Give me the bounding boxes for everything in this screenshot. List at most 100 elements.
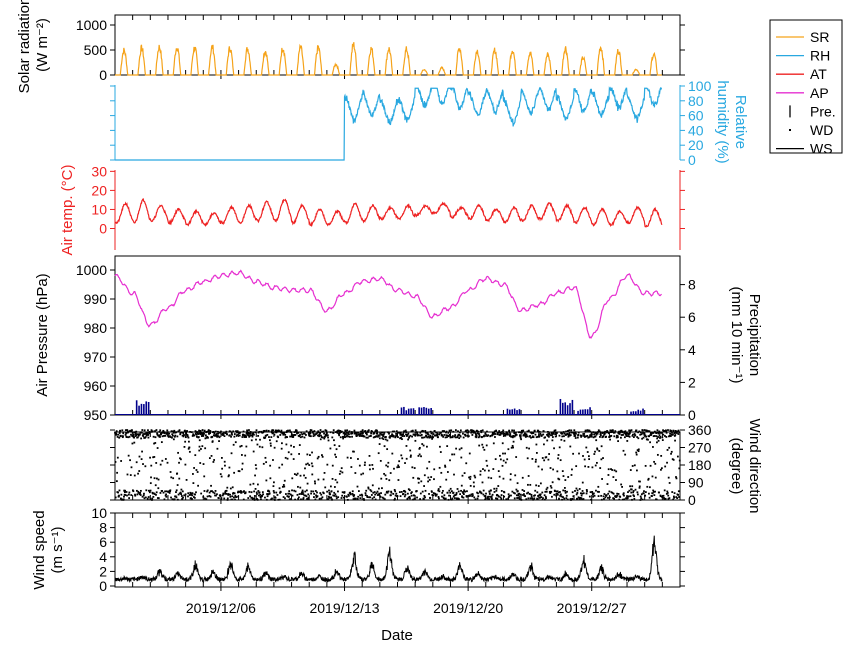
wd-point <box>558 497 560 500</box>
wd-point <box>183 446 186 448</box>
wd-point <box>673 432 676 434</box>
wd-point <box>666 461 668 464</box>
wd-point <box>307 496 310 499</box>
wd-point <box>667 429 669 431</box>
wd-point <box>226 499 229 501</box>
wd-point <box>591 492 594 495</box>
wd-point <box>271 497 273 500</box>
wd-point <box>436 432 439 435</box>
wd-point <box>146 497 149 500</box>
wd-point <box>612 429 614 432</box>
wd-point <box>116 456 119 459</box>
wd-point <box>337 490 339 493</box>
wd-point <box>120 493 123 496</box>
wd-point <box>329 431 332 434</box>
wd-point <box>381 437 384 440</box>
wd-point <box>488 490 491 493</box>
wd-point <box>293 489 296 492</box>
wd-point <box>161 435 164 438</box>
wd-point <box>554 490 556 493</box>
wd-point <box>494 458 497 461</box>
wd-point <box>641 437 643 440</box>
wd-point <box>230 435 232 438</box>
wd-point <box>574 437 577 439</box>
wd-point <box>257 483 259 486</box>
wd-point <box>531 432 533 435</box>
wd-point <box>484 432 487 435</box>
wd-point <box>356 434 358 437</box>
wd-point <box>499 458 502 461</box>
wd-point <box>477 430 480 433</box>
wd-point <box>325 429 328 432</box>
wd-point <box>270 498 272 501</box>
wd-point <box>157 497 160 500</box>
wd-point <box>451 436 454 439</box>
wd-point <box>316 432 319 434</box>
wd-point <box>458 498 460 500</box>
wd-point <box>417 477 420 480</box>
wd-point <box>536 497 538 500</box>
wd-point <box>677 494 680 496</box>
wd-point <box>427 435 430 438</box>
wd-point <box>521 430 524 432</box>
wd-point <box>676 497 679 500</box>
wd-point <box>333 439 335 442</box>
wd-point <box>374 493 377 496</box>
wd-point <box>385 464 388 467</box>
wd-point <box>607 474 610 476</box>
wd-point <box>329 485 332 488</box>
wd-point <box>644 464 647 467</box>
wd-point <box>451 453 454 456</box>
wd-point <box>498 430 501 432</box>
wd-point <box>147 434 150 436</box>
wd-point <box>501 432 503 435</box>
wd-point <box>486 497 489 500</box>
wd-point <box>251 497 254 500</box>
wd-point <box>393 488 396 491</box>
wd-point <box>665 492 668 495</box>
rh-y-label: Relativehumidity (%) <box>714 80 749 163</box>
wd-point <box>305 463 308 466</box>
wd-point <box>481 435 483 438</box>
wd-point <box>507 448 510 451</box>
wd-point <box>527 491 530 494</box>
wd-point <box>534 489 537 492</box>
wd-point <box>305 495 308 498</box>
wd-point <box>196 471 199 473</box>
wd-point <box>359 494 361 497</box>
wd-point <box>256 493 258 495</box>
wd-point <box>341 491 344 494</box>
wd-point <box>442 435 445 438</box>
ap-series-line <box>114 269 662 340</box>
wd-point <box>399 495 402 498</box>
wd-point <box>129 459 131 462</box>
wd-point <box>513 429 515 432</box>
wd-point <box>591 433 593 436</box>
wd-point <box>585 489 588 491</box>
wd-point <box>495 429 498 432</box>
wd-point <box>223 431 225 434</box>
wd-point <box>303 474 305 477</box>
wd-point <box>357 458 359 460</box>
wd-point <box>440 471 443 474</box>
wd-point <box>466 490 468 493</box>
wd-point <box>355 432 357 435</box>
wd-point <box>122 432 125 435</box>
wd-point <box>382 497 385 500</box>
wd-point <box>542 433 545 436</box>
wd-point <box>542 497 544 500</box>
wd-point <box>188 440 190 443</box>
wd-point <box>223 435 226 437</box>
wd-point <box>224 490 227 492</box>
wd-point <box>551 436 554 438</box>
wd-point <box>657 432 660 435</box>
wd-point <box>226 486 229 489</box>
wd-point <box>550 490 553 493</box>
wd-point <box>665 430 668 432</box>
wd-point <box>347 493 350 496</box>
wd-point <box>640 497 643 500</box>
wd-point <box>266 495 269 498</box>
wd-point <box>537 485 540 487</box>
wd-point <box>549 492 552 494</box>
wd-point <box>656 453 659 456</box>
